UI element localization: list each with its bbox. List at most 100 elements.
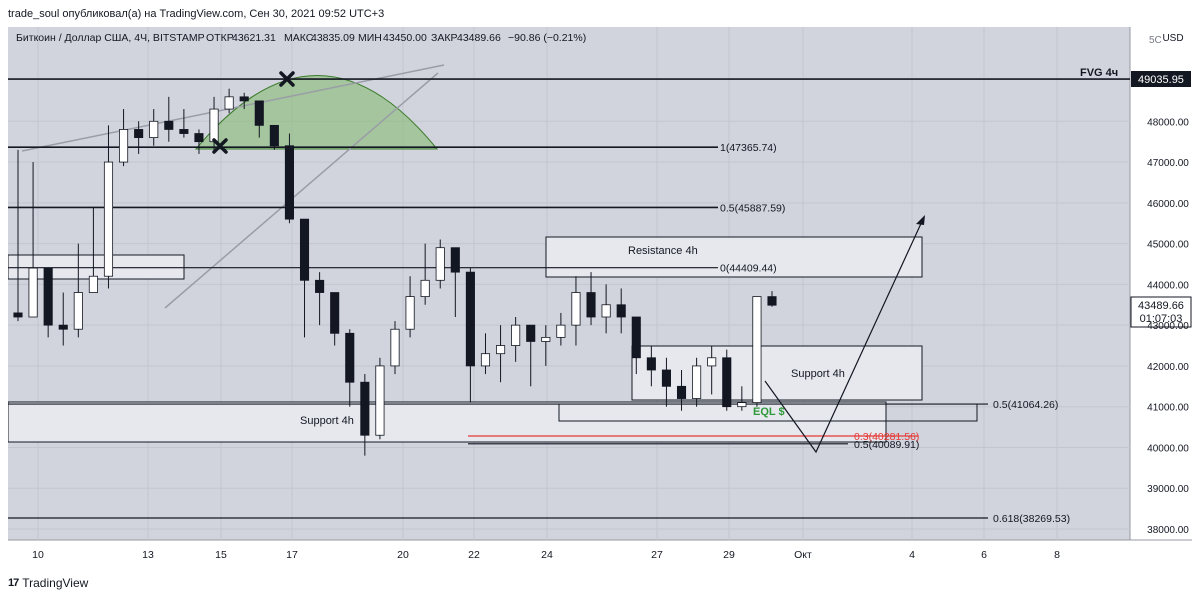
candle-down <box>586 292 596 318</box>
candle-up <box>224 96 234 110</box>
time-tick-label: 22 <box>468 549 480 561</box>
time-tick-label: 8 <box>1054 549 1060 561</box>
time-axis[interactable] <box>8 540 1192 570</box>
price-tick-label: 39000.00 <box>1147 484 1189 495</box>
wedge-lower <box>164 72 439 309</box>
time-tick-label: 17 <box>286 549 298 561</box>
candle-up <box>435 247 445 281</box>
price-chart[interactable]: 1(47365.74) 0.5(45887.59) 0(44409.44) 0.5(4… <box>8 27 1192 570</box>
publish-info: trade_soul опубликовал(а) на TradingView… <box>8 8 385 20</box>
close-value: 43489.66 <box>457 32 501 44</box>
candle-up <box>496 345 506 355</box>
candle-up <box>103 161 114 277</box>
time-tick-label: 29 <box>723 549 735 561</box>
time-tick-label: 27 <box>651 549 663 561</box>
chart-area[interactable]: 1(47365.74) 0.5(45887.59) 0(44409.44) 0.5(4… <box>8 27 1192 570</box>
level-label: 0.3(40281.56) <box>854 431 919 443</box>
current-price-text: 43489.66 <box>1138 300 1184 312</box>
level-label: 0.618(38269.53) <box>993 513 1070 525</box>
forecast-path <box>764 216 925 454</box>
candle-down <box>239 96 249 102</box>
eql-label: EQL $ <box>753 406 785 418</box>
candle-up <box>541 336 551 342</box>
candle-down <box>194 133 204 143</box>
price-tick-label: 46000.00 <box>1147 199 1189 210</box>
candle-down <box>676 385 687 399</box>
candle-down <box>43 267 53 326</box>
candle-up <box>752 296 762 404</box>
fvg-label: FVG 4ч <box>1080 67 1118 79</box>
support-zone-bottom-label: Support 4h <box>300 415 354 427</box>
rounding-top-arc <box>194 75 439 150</box>
high-value: 43835.09 <box>311 32 355 44</box>
candle-down <box>360 381 370 436</box>
candle-up <box>88 275 98 293</box>
candle-up <box>390 328 400 367</box>
resistance-zone-label: Resistance 4h <box>628 245 698 257</box>
candle-up <box>511 324 521 346</box>
fvg-price-text: 49035.95 <box>1138 74 1184 86</box>
time-tick-label: 15 <box>215 549 227 561</box>
price-tick-label: 43000.00 <box>1147 321 1189 332</box>
support-zone-right-label: Support 4h <box>791 368 845 380</box>
candle-up <box>28 267 38 318</box>
candle-down <box>13 312 23 318</box>
level-label: 0.5(40089.91) <box>854 439 919 451</box>
time-axis-ticks: 10 13 15 17 20 22 24 27 29 Окт 4 6 8 <box>32 549 1060 561</box>
time-tick-label: 6 <box>981 549 987 561</box>
candle-up <box>209 108 219 143</box>
open-label: ОТКР <box>206 32 234 44</box>
resistance-zone <box>545 236 923 278</box>
candle-down <box>767 296 777 306</box>
time-tick-label: Окт <box>794 549 812 561</box>
price-tick-label: 44000.00 <box>1147 280 1189 291</box>
plot-background <box>8 27 1130 540</box>
fvg-price-badge <box>1131 71 1191 87</box>
candle-down <box>646 357 656 371</box>
candle-down <box>179 129 189 134</box>
price-tick-label: 47000.00 <box>1147 158 1189 169</box>
level-label: 0.5(45887.59) <box>720 202 785 214</box>
footer-brand: TradingView <box>22 576 89 590</box>
open-value: 43621.31 <box>232 32 276 44</box>
candle-up <box>571 292 581 326</box>
candle-down <box>631 316 641 359</box>
x-mark-top <box>279 71 295 87</box>
currency-label: USD <box>1162 33 1183 44</box>
candle-down <box>269 124 279 147</box>
current-price-badge <box>1130 296 1192 328</box>
price-scale-ticks: 38000.00 39000.00 40000.00 41000.00 42000.00… <box>1147 117 1189 536</box>
candle-up <box>480 353 491 367</box>
price-tick-label: 42000.00 <box>1147 362 1189 373</box>
level-label: 0(44409.44) <box>720 263 777 275</box>
candle-down <box>526 324 536 342</box>
candle-down <box>134 129 144 139</box>
candle-up <box>375 365 385 436</box>
candle-down <box>345 332 355 383</box>
level-label: 1(47365.74) <box>720 142 777 154</box>
change-value: −90.86 (−0.21%) <box>508 32 586 44</box>
low-value: 43450.00 <box>383 32 427 44</box>
candle-up <box>737 402 747 408</box>
candle-up <box>149 120 159 139</box>
candle-up <box>73 292 83 330</box>
candlesticks <box>13 88 777 456</box>
candle-down <box>254 100 264 126</box>
candle-up <box>119 129 129 163</box>
forecast-arrowhead <box>916 215 925 225</box>
candle-up <box>405 296 415 330</box>
tradingview-logo-icon: 17 <box>8 577 19 589</box>
candle-down <box>164 120 174 130</box>
candle-down <box>465 271 475 367</box>
price-scale[interactable] <box>1130 27 1192 540</box>
price-tick-label: 40000.00 <box>1147 443 1189 454</box>
symbol-bar: Биткоин / Доллар США, 4Ч, BITSTAMP ОТКР … <box>16 32 586 44</box>
candle-down <box>722 357 732 408</box>
candle-down <box>299 218 310 281</box>
close-label: ЗАКР <box>431 32 457 44</box>
candle-down <box>58 324 68 330</box>
time-tick-label: 4 <box>909 549 915 561</box>
price-tick-label: 45000.00 <box>1147 240 1189 251</box>
low-label: МИН <box>358 32 382 44</box>
level-label: 0.5(41064.26) <box>993 399 1058 411</box>
